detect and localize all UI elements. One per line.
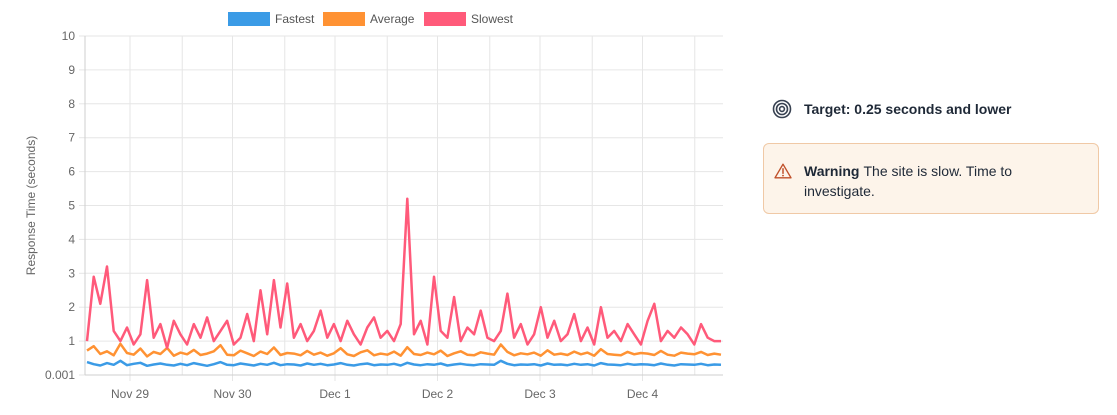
x-tick-label: Dec 1 — [319, 387, 351, 401]
y-tick-label: 2 — [68, 300, 75, 314]
x-tick-label: Dec 4 — [627, 387, 659, 401]
x-tick-label: Dec 3 — [524, 387, 556, 401]
x-tick-label: Nov 29 — [111, 387, 149, 401]
x-tick-label: Dec 2 — [422, 387, 454, 401]
warning-triangle-icon — [774, 163, 792, 179]
y-tick-label: 0.001 — [45, 368, 75, 382]
legend-swatch-fastest — [228, 12, 270, 26]
y-tick-label: 8 — [68, 97, 75, 111]
y-tick-label: 6 — [68, 165, 75, 179]
y-tick-label: 7 — [68, 131, 75, 145]
legend-label-slowest: Slowest — [471, 12, 514, 26]
y-tick-label: 10 — [62, 29, 76, 43]
legend-swatch-slowest — [424, 12, 466, 26]
y-tick-label: 4 — [68, 232, 75, 246]
warning-title: Warning — [804, 163, 860, 179]
warning-body: The site is slow. Time to investigate. — [804, 163, 1013, 199]
legend-label-average: Average — [370, 12, 415, 26]
legend-label-fastest: Fastest — [275, 12, 315, 26]
y-axis-label: Response Time (seconds) — [24, 136, 38, 275]
x-tick-label: Nov 30 — [213, 387, 251, 401]
chart-svg: 0.001 1 2 3 4 5 6 7 8 9 10 Nov 29 Nov 30 Dec 1 Dec 2 De… — [24, 12, 723, 401]
series-line-fastest — [86, 359, 722, 368]
target-text: Target: 0.25 seconds and lower — [804, 101, 1012, 117]
legend-swatch-average — [323, 12, 365, 26]
target-icon — [772, 99, 792, 119]
warning-message: Warning The site is slow. Time to investi… — [804, 161, 1084, 201]
series-line-slowest — [85, 197, 721, 350]
y-tick-label: 3 — [68, 266, 75, 280]
series-line-average — [86, 342, 722, 358]
y-tick-label: 1 — [68, 334, 75, 348]
y-tick-label: 9 — [68, 63, 75, 77]
y-tick-label: 5 — [68, 199, 75, 213]
target-indicator: Target: 0.25 seconds and lower — [772, 99, 1011, 119]
response-time-chart: 0.001 1 2 3 4 5 6 7 8 9 10 Nov 29 Nov 30 Dec 1 Dec 2 De… — [24, 12, 723, 401]
warning-alert: Warning The site is slow. Time to investi… — [763, 143, 1099, 214]
